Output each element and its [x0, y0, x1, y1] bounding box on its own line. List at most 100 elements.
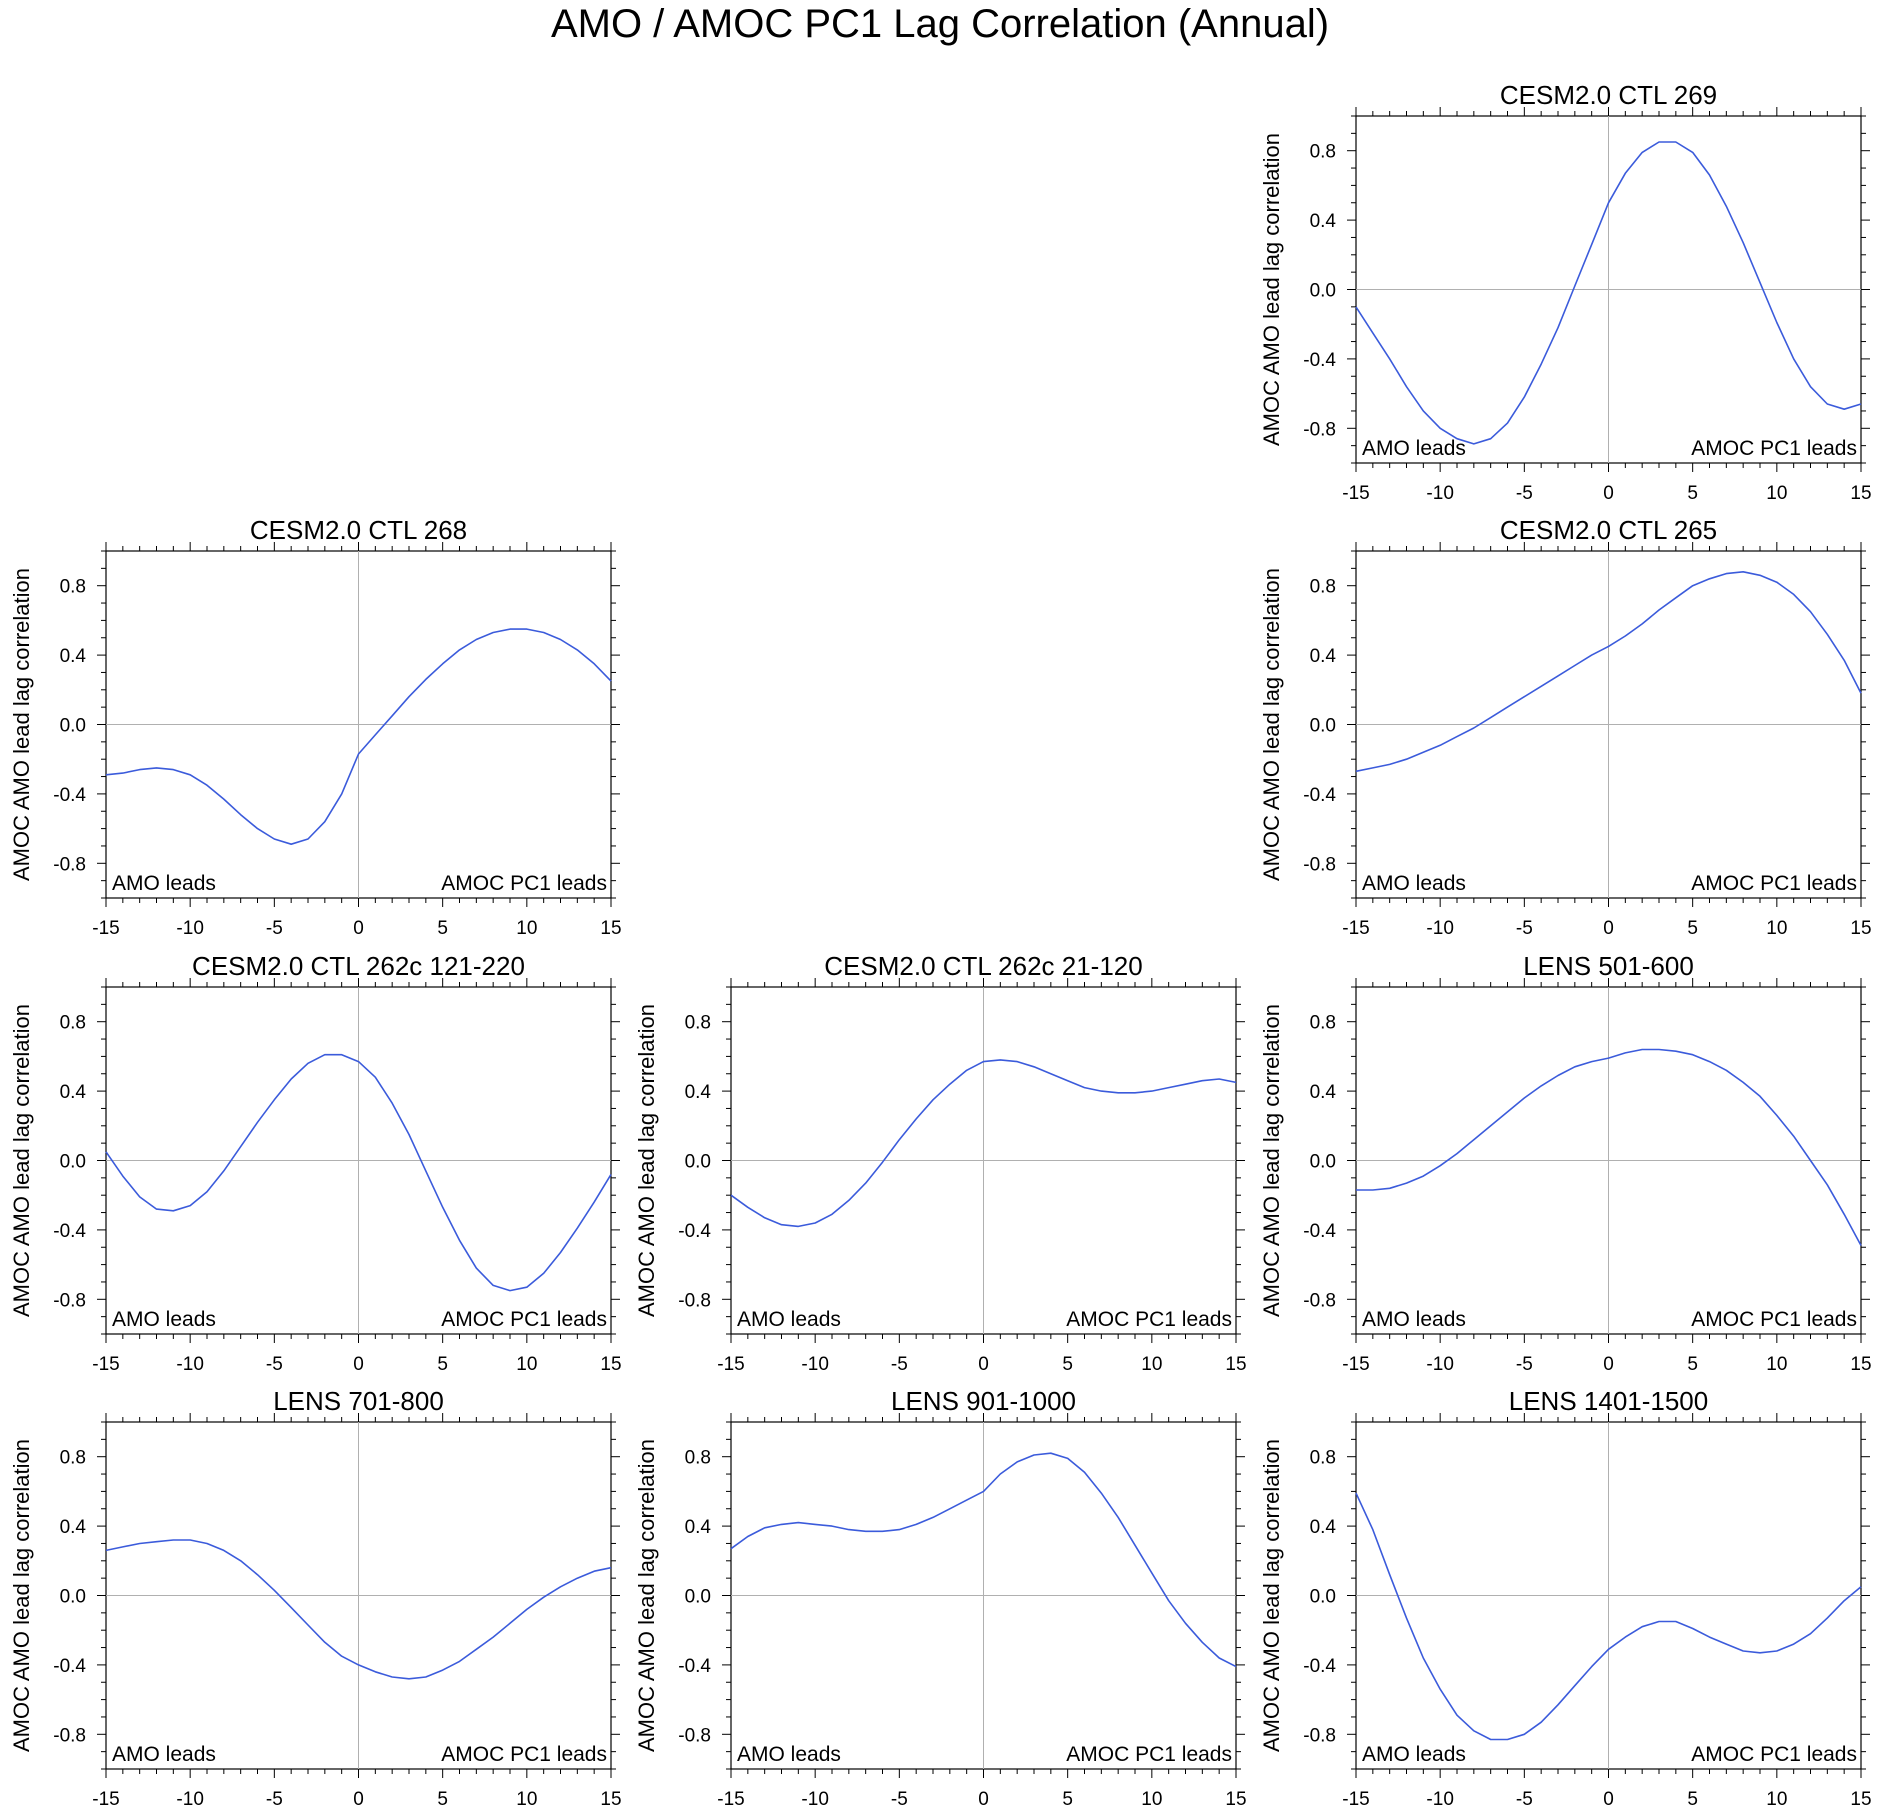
data-point [966, 1499, 968, 1501]
data-point [1540, 1721, 1542, 1723]
data-point [257, 1574, 259, 1576]
data-point [375, 1671, 377, 1673]
y-tick-label: -0.8 [53, 1290, 86, 1311]
data-point [814, 1222, 816, 1224]
data-point [831, 1213, 833, 1215]
data-point [1793, 1643, 1795, 1645]
correlation-series-line [1355, 570, 1862, 773]
data-point [122, 772, 124, 774]
data-point [543, 632, 545, 634]
x-tick-label: 10 [1141, 1354, 1162, 1375]
data-point [492, 1285, 494, 1287]
panel-5: -15 -10 -5 0 5 10 15 -0.8 -0.4 0.0 0.4 0.8 CESM2.0 C… [634, 951, 1247, 1375]
x-tick-label: -15 [92, 1354, 119, 1375]
y-axis-label: AMOC AMO lead lag correlation [1259, 1004, 1284, 1317]
y-tick-label: 0.8 [60, 1448, 86, 1469]
y-tick-label: 0.4 [60, 1517, 87, 1538]
y-tick-label: -0.4 [53, 785, 86, 806]
data-point [1625, 1636, 1627, 1638]
data-point [391, 715, 393, 717]
data-point [274, 838, 276, 840]
data-point [1507, 1111, 1509, 1113]
y-tick-label: 0.4 [1310, 1517, 1337, 1538]
y-axis-label: AMOC AMO lead lag correlation [9, 568, 34, 881]
data-point [1793, 1135, 1795, 1137]
amo-leads-annotation: AMO leads [112, 1743, 216, 1766]
x-tick-label: 5 [437, 1789, 448, 1808]
panel-title: CESM2.0 CTL 262c 121-220 [192, 951, 525, 981]
panel-2: -15 -10 -5 0 5 10 15 -0.8 -0.4 0.0 0.4 0.8 CESM2.0 C… [9, 515, 622, 939]
data-point [1117, 1517, 1119, 1519]
y-tick-label: 0.4 [1310, 211, 1337, 232]
data-point [1372, 1189, 1374, 1191]
data-point [781, 1524, 783, 1526]
data-point [1389, 1187, 1391, 1189]
y-tick-label: 0.8 [1310, 577, 1336, 598]
y-tick-label: -0.8 [1303, 1290, 1336, 1311]
data-point [206, 1543, 208, 1545]
y-tick-label: 0.4 [60, 1082, 87, 1103]
data-point [1473, 443, 1475, 445]
data-point [391, 1102, 393, 1104]
x-tick-label: 10 [1141, 1789, 1162, 1808]
x-tick-label: -5 [266, 1354, 283, 1375]
data-point [442, 1207, 444, 1209]
x-tick-label: 0 [1603, 1789, 1614, 1808]
data-point [1776, 1650, 1778, 1652]
x-tick-label: 10 [1766, 1789, 1787, 1808]
data-point [1134, 1092, 1136, 1094]
data-point [899, 1139, 901, 1141]
data-point [1456, 438, 1458, 440]
data-point [105, 1550, 107, 1552]
data-point [1016, 1061, 1018, 1063]
panel-title: LENS 1401-1500 [1509, 1386, 1708, 1416]
data-point [1456, 1153, 1458, 1155]
data-point [341, 1054, 343, 1056]
data-point [932, 1517, 934, 1519]
x-tick-label: -10 [801, 1354, 828, 1375]
correlation-series-line [1355, 1492, 1862, 1741]
x-tick-label: 10 [1766, 483, 1787, 504]
data-point [1235, 1666, 1237, 1668]
data-point [1810, 1633, 1812, 1635]
x-tick-label: 15 [1225, 1789, 1246, 1808]
data-point [1625, 635, 1627, 637]
y-tick-label: 0.8 [1310, 142, 1336, 163]
data-point [1557, 327, 1559, 329]
panel-title: LENS 901-1000 [891, 1386, 1076, 1416]
data-point [1168, 1087, 1170, 1089]
data-point [1185, 1622, 1187, 1624]
panel-title: LENS 501-600 [1523, 951, 1694, 981]
data-point [173, 1539, 175, 1541]
y-tick-label: 0.8 [1310, 1448, 1336, 1469]
data-point [1675, 1050, 1677, 1052]
data-point [476, 1267, 478, 1269]
data-point [1591, 1061, 1593, 1063]
data-point [1759, 1096, 1761, 1098]
panel-title: CESM2.0 CTL 269 [1500, 80, 1717, 110]
data-point [509, 628, 511, 630]
data-point [240, 1146, 242, 1148]
data-point [1202, 1080, 1204, 1082]
data-point [1524, 1734, 1526, 1736]
data-point [882, 1161, 884, 1163]
y-axis-label: AMOC AMO lead lag correlation [9, 1439, 34, 1752]
data-point [1827, 403, 1829, 405]
data-point [1574, 665, 1576, 667]
y-tick-label: 0.4 [60, 646, 87, 667]
data-point [764, 1527, 766, 1529]
data-point [1372, 767, 1374, 769]
x-tick-label: 5 [437, 918, 448, 939]
data-point [1759, 282, 1761, 284]
data-point [1625, 1052, 1627, 1054]
y-tick-label: 0.0 [685, 1587, 711, 1608]
data-point [1827, 633, 1829, 635]
x-tick-label: -5 [266, 918, 283, 939]
y-tick-label: 0.0 [60, 1152, 86, 1173]
data-point [949, 1508, 951, 1510]
data-point [1389, 764, 1391, 766]
data-point [223, 1170, 225, 1172]
amo-leads-annotation: AMO leads [1362, 1743, 1466, 1766]
data-point [526, 1286, 528, 1288]
